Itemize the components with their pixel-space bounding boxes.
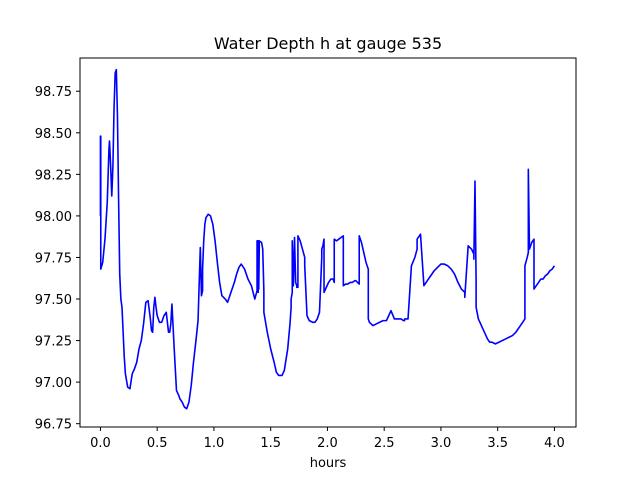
plot-area <box>99 68 556 410</box>
x-axis: 0.0 0.5 1.0 1.5 2.0 2.5 3.0 3.5 4.0 <box>90 427 565 451</box>
x-tick-label: 3.5 <box>487 436 508 451</box>
x-axis-label: hours <box>310 456 347 471</box>
chart-title: Water Depth h at gauge 535 <box>214 34 442 53</box>
x-tick-label: 1.5 <box>260 436 281 451</box>
x-tick-label: 4.0 <box>544 436 565 451</box>
y-tick-label: 98.25 <box>35 168 72 183</box>
y-axis: 96.75 97.00 97.25 97.50 97.75 98.00 98.25 98.50… <box>35 85 80 433</box>
series-line-0 <box>99 68 556 410</box>
y-tick-label: 97.50 <box>35 293 72 308</box>
y-tick-label: 97.25 <box>35 335 72 350</box>
y-tick-label: 98.50 <box>35 127 72 142</box>
x-tick-label: 1.0 <box>204 436 225 451</box>
x-tick-label: 0.0 <box>90 436 111 451</box>
x-tick-label: 3.0 <box>431 436 452 451</box>
y-tick-label: 98.75 <box>35 85 72 100</box>
y-tick-label: 98.00 <box>35 210 72 225</box>
y-tick-label: 97.00 <box>35 376 72 391</box>
x-tick-label: 0.5 <box>147 436 168 451</box>
y-tick-label: 97.75 <box>35 251 72 266</box>
x-tick-label: 2.5 <box>374 436 395 451</box>
x-tick-label: 2.0 <box>317 436 338 451</box>
y-tick-label: 96.75 <box>35 418 72 433</box>
axes-frame <box>79 57 577 428</box>
